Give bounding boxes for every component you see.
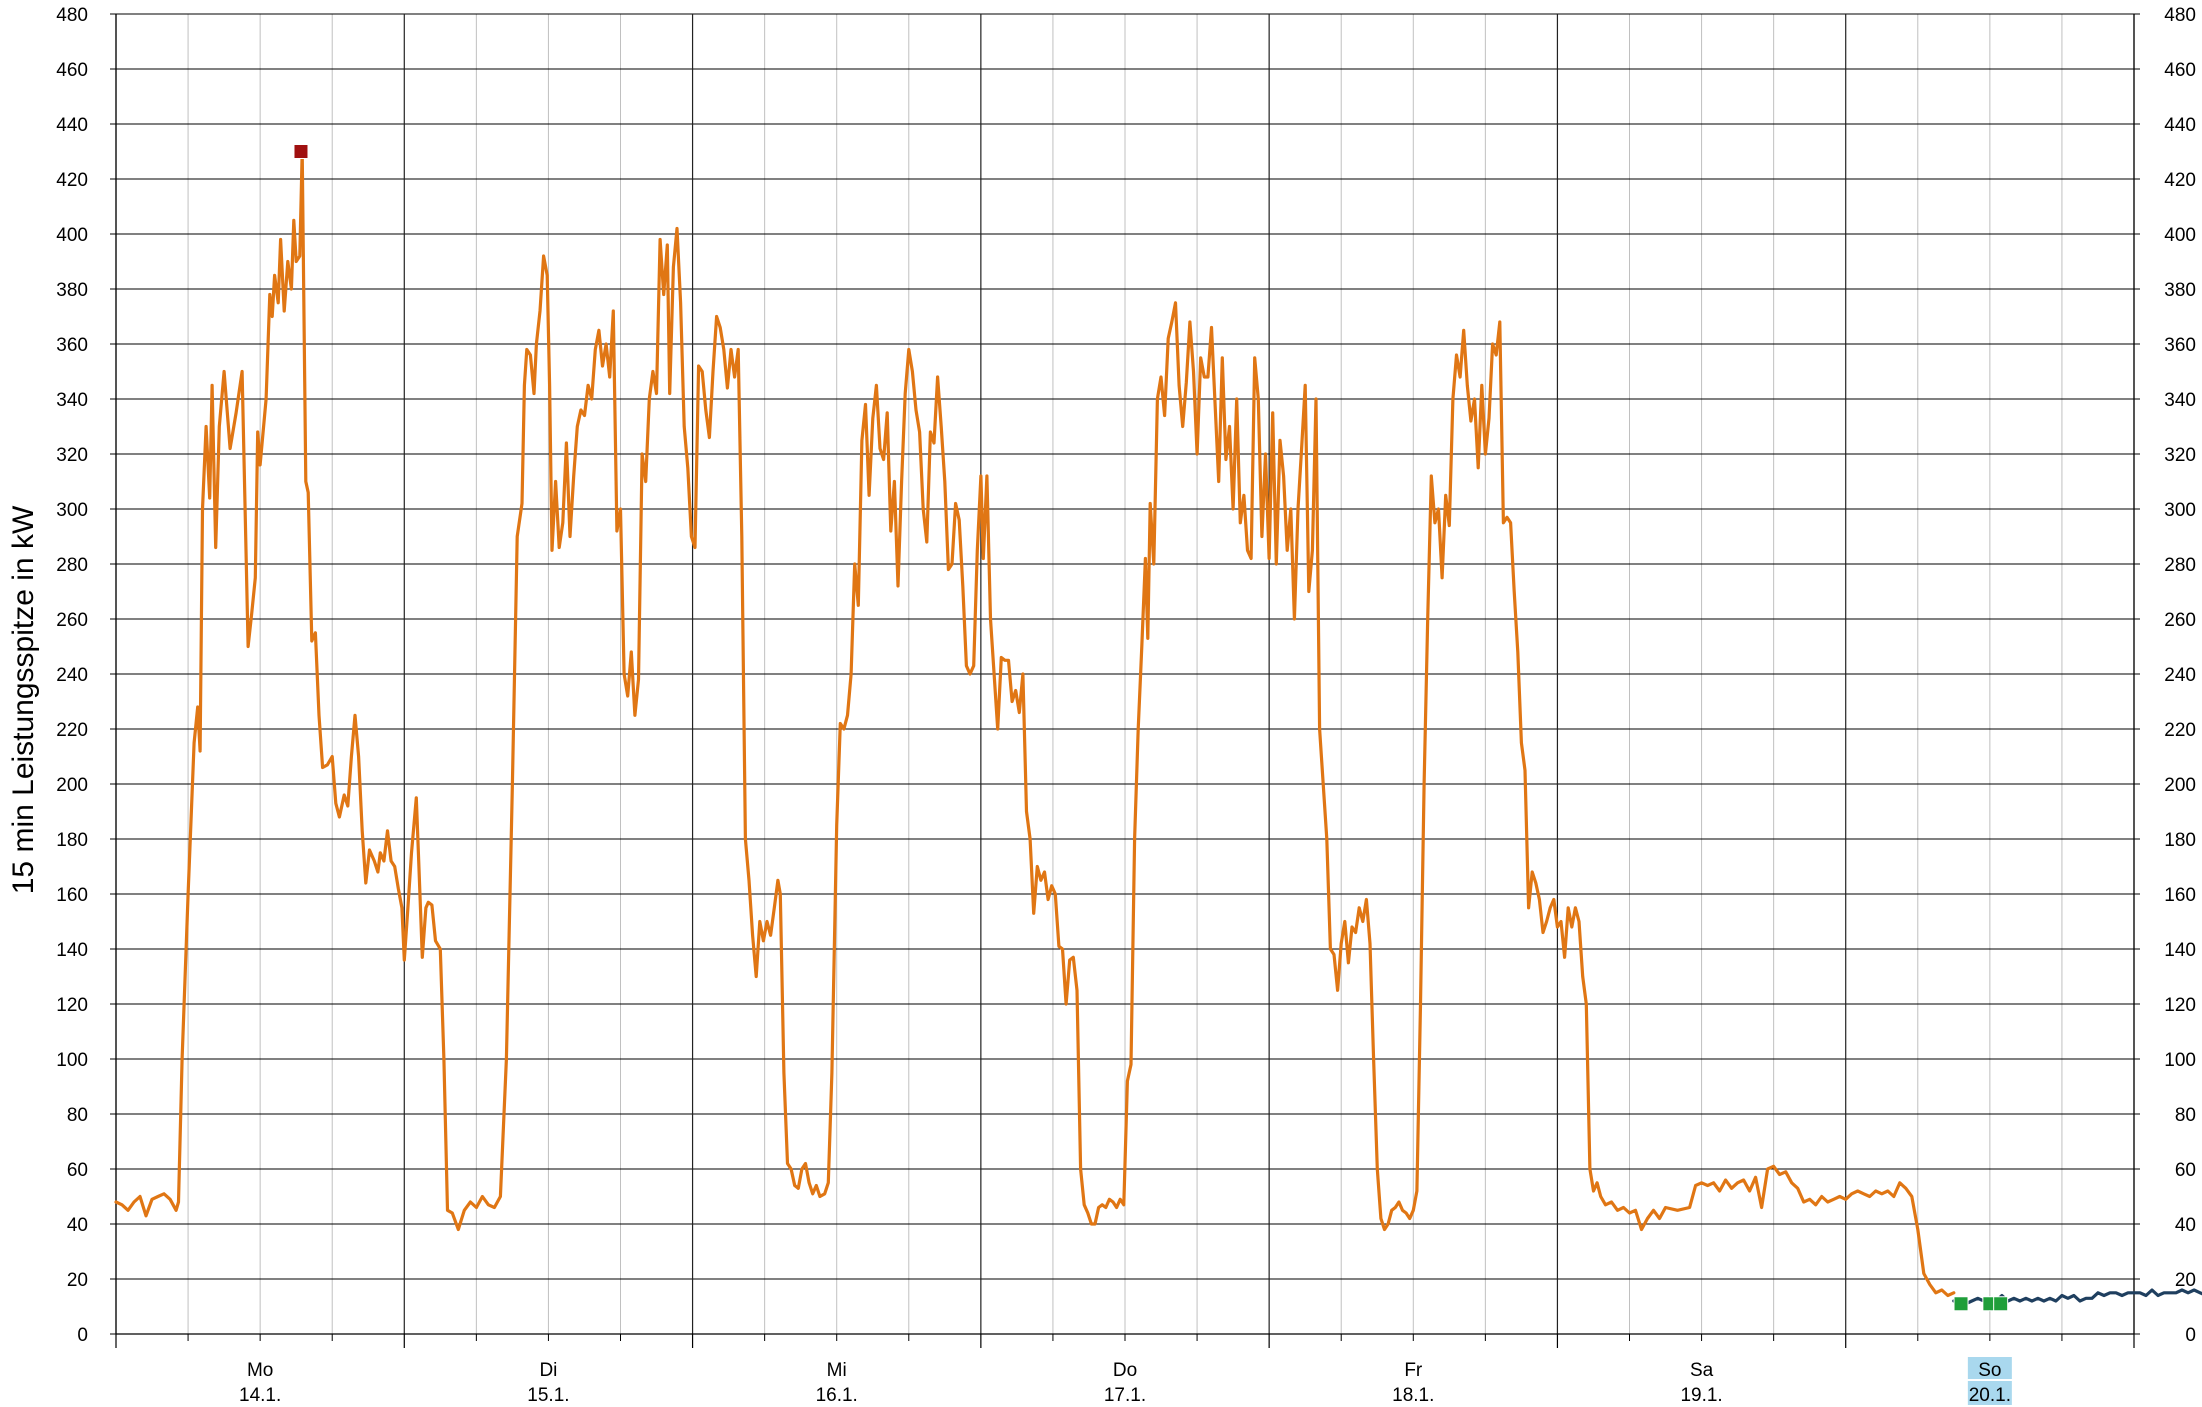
series-lines <box>114 149 2202 1306</box>
y-tick-label-left: 20 <box>67 1270 88 1291</box>
day-weekday-label: So <box>1978 1360 2001 1381</box>
day-date-label: 17.1. <box>1104 1385 1146 1406</box>
y-tick-label-left: 80 <box>67 1105 88 1126</box>
day-date-label: 14.1. <box>239 1385 281 1406</box>
marker-point <box>293 144 309 159</box>
y-tick-label-right: 340 <box>2164 390 2196 411</box>
y-tick-label-right: 260 <box>2164 610 2196 631</box>
y-tick-label-right: 0 <box>2185 1325 2196 1346</box>
y-axis-label: 15 min Leistungsspitze in kW <box>7 505 40 894</box>
y-tick-label-right: 240 <box>2164 665 2196 686</box>
day-date-label: 19.1. <box>1680 1385 1722 1406</box>
marker-point <box>1993 1296 2009 1312</box>
series-line-0 <box>114 149 1956 1298</box>
y-tick-label-right: 280 <box>2164 555 2196 576</box>
y-tick-label-left: 420 <box>56 170 88 191</box>
y-tick-label-left: 140 <box>56 940 88 961</box>
y-tick-label-left: 400 <box>56 225 88 246</box>
y-tick-label-left: 280 <box>56 555 88 576</box>
y-tick-label-left: 120 <box>56 995 88 1016</box>
y-ticks-right: 0 20 40 60 80 100 120 140 160 180 200 220 240 260 280 3… <box>2164 5 2196 1346</box>
y-tick-label-right: 480 <box>2164 5 2196 26</box>
y-tick-label-left: 320 <box>56 445 88 466</box>
y-tick-label-right: 380 <box>2164 280 2196 301</box>
day-date-label: 18.1. <box>1392 1385 1434 1406</box>
y-tick-label-right: 60 <box>2175 1160 2196 1181</box>
y-tick-label-right: 20 <box>2175 1270 2196 1291</box>
y-tick-label-right: 320 <box>2164 445 2196 466</box>
y-tick-label-left: 100 <box>56 1050 88 1071</box>
y-tick-label-left: 60 <box>67 1160 88 1181</box>
y-tick-label-right: 100 <box>2164 1050 2196 1071</box>
axes <box>110 13 2140 1348</box>
day-date-label: 20.1. <box>1969 1385 2011 1406</box>
y-ticks-left: 0 20 40 60 80 100 120 140 160 180 200 220 240 260 280 3… <box>56 5 88 1346</box>
y-tick-label-right: 400 <box>2164 225 2196 246</box>
y-tick-label-left: 260 <box>56 610 88 631</box>
y-tick-label-left: 180 <box>56 830 88 851</box>
y-tick-label-left: 220 <box>56 720 88 741</box>
y-tick-label-right: 140 <box>2164 940 2196 961</box>
y-tick-label-right: 160 <box>2164 885 2196 906</box>
y-tick-label-right: 200 <box>2164 775 2196 796</box>
y-tick-label-right: 220 <box>2164 720 2196 741</box>
y-tick-label-right: 360 <box>2164 335 2196 356</box>
y-tick-label-left: 200 <box>56 775 88 796</box>
y-tick-label-right: 40 <box>2175 1215 2196 1236</box>
y-tick-label-right: 180 <box>2164 830 2196 851</box>
y-tick-label-left: 240 <box>56 665 88 686</box>
day-weekday-label: Do <box>1113 1360 1137 1381</box>
y-tick-label-right: 440 <box>2164 115 2196 136</box>
series-line-1 <box>1952 1288 2202 1306</box>
y-tick-label-left: 380 <box>56 280 88 301</box>
y-tick-label-left: 0 <box>77 1325 88 1346</box>
day-highlight-date <box>1967 1381 2012 1405</box>
y-tick-label-right: 300 <box>2164 500 2196 521</box>
day-weekday-label: Di <box>539 1360 557 1381</box>
y-tick-label-right: 80 <box>2175 1105 2196 1126</box>
day-labels: Mo 14.1. Di 15.1. Mi 16.1. Do 17.1. Fr 18.1. Sa 19.… <box>239 1357 2012 1406</box>
y-tick-label-left: 360 <box>56 335 88 356</box>
y-tick-label-left: 40 <box>67 1215 88 1236</box>
y-tick-label-left: 300 <box>56 500 88 521</box>
day-weekday-label: Sa <box>1690 1360 1714 1381</box>
day-weekday-label: Fr <box>1404 1360 1423 1381</box>
day-weekday-label: Mi <box>827 1360 847 1381</box>
day-date-label: 16.1. <box>816 1385 858 1406</box>
y-tick-label-left: 460 <box>56 60 88 81</box>
day-date-label: 15.1. <box>527 1385 569 1406</box>
day-highlight-weekday <box>1967 1357 2012 1379</box>
y-tick-label-right: 120 <box>2164 995 2196 1016</box>
y-tick-label-left: 480 <box>56 5 88 26</box>
day-weekday-label: Mo <box>247 1360 273 1381</box>
y-tick-label-right: 420 <box>2164 170 2196 191</box>
y-tick-label-right: 460 <box>2164 60 2196 81</box>
marker-point <box>1953 1296 1969 1312</box>
markers <box>293 144 2009 1312</box>
y-tick-label-left: 340 <box>56 390 88 411</box>
y-tick-label-left: 440 <box>56 115 88 136</box>
y-tick-label-left: 160 <box>56 885 88 906</box>
